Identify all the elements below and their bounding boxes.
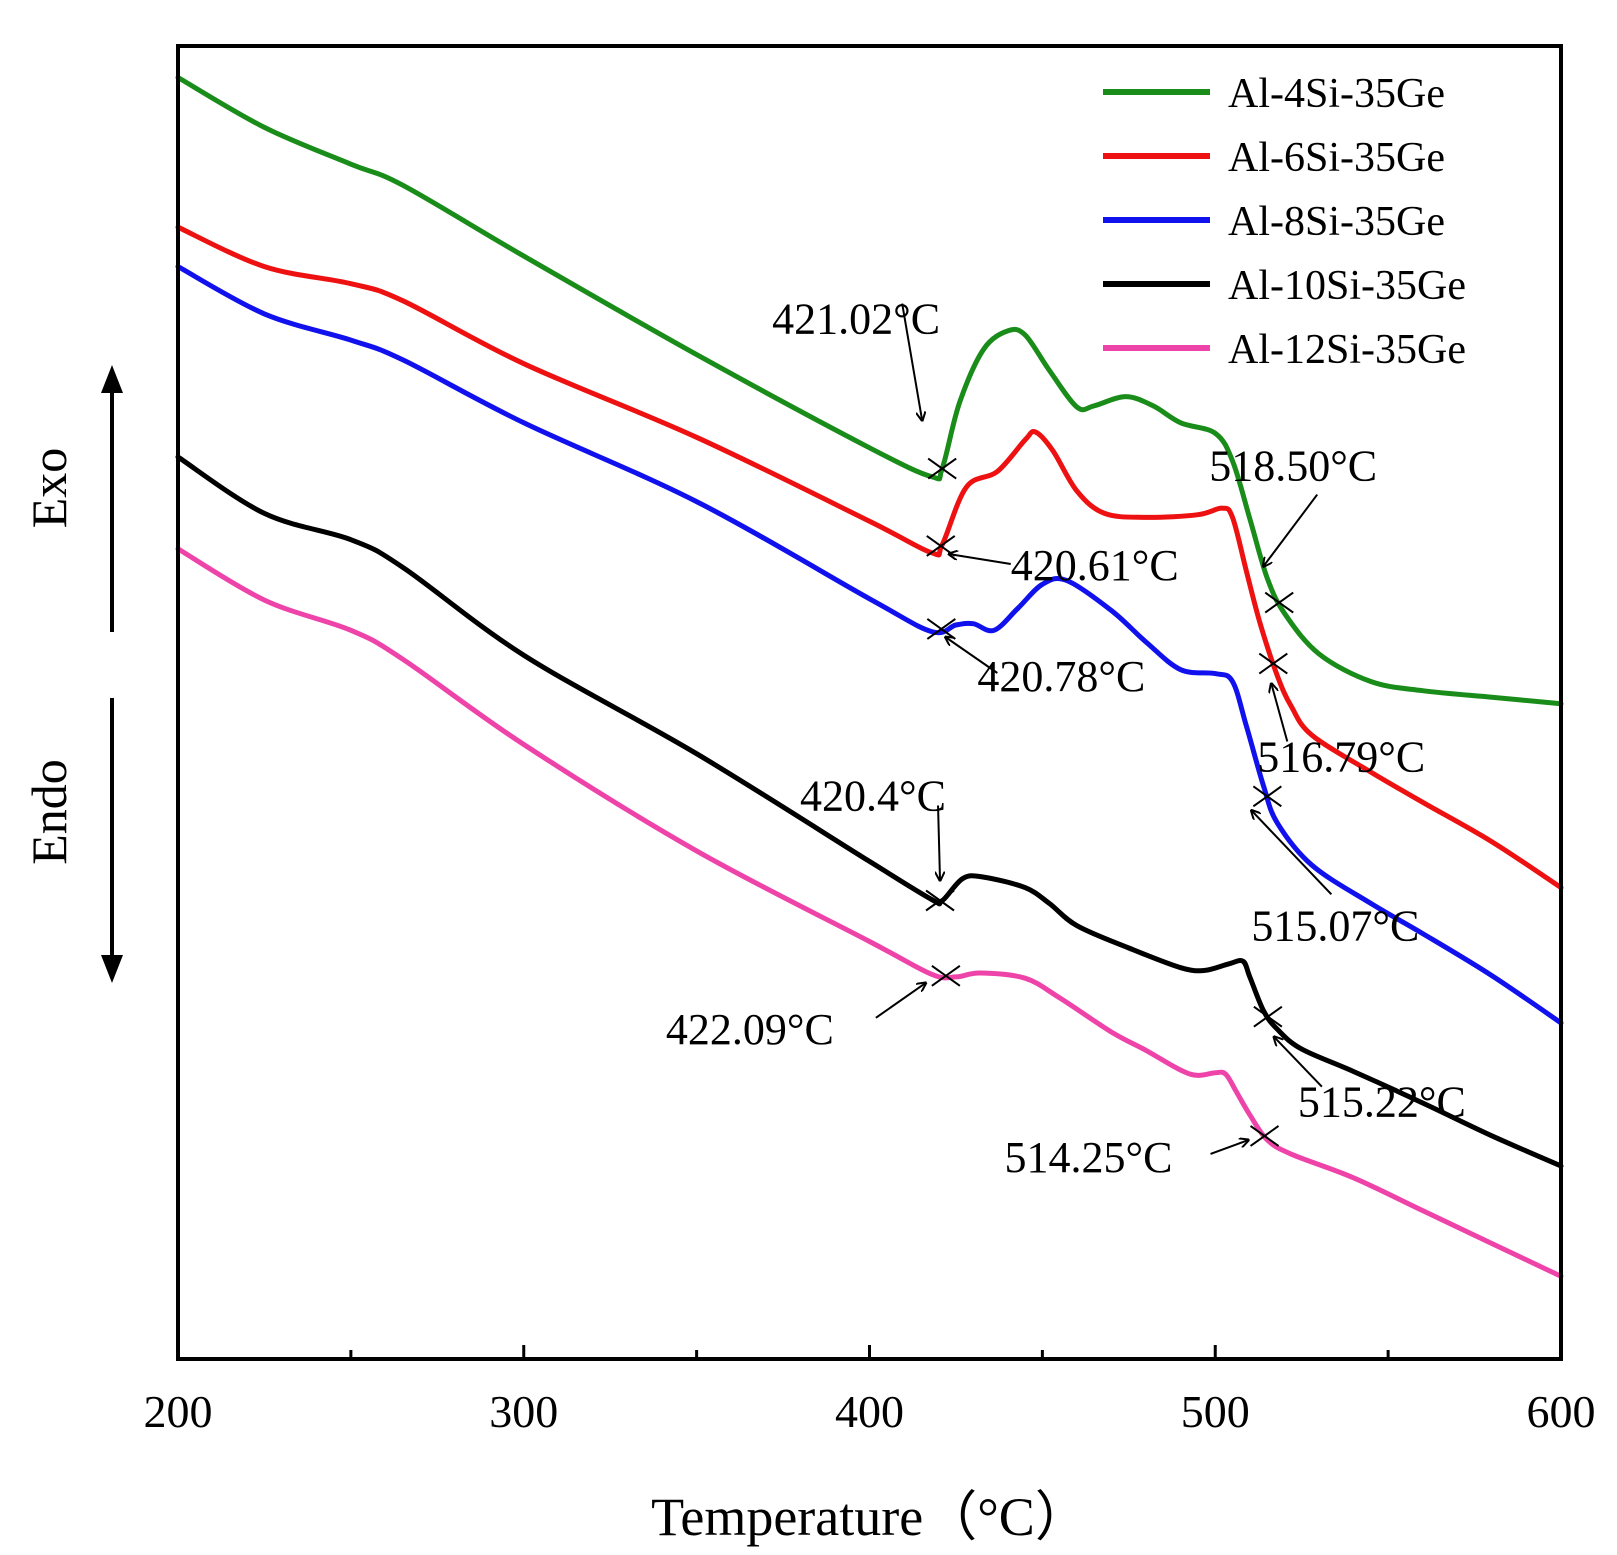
series-line-al-6si-35ge [175,224,1564,891]
annotation-label-518-50: 518.50°C [1209,442,1377,491]
annotation-label-420-61: 420.61°C [1011,541,1179,590]
legend-label-al-12si-35ge: Al-12Si-35Ge [1228,327,1466,373]
tick-layer: 200 300 400 500 600 [144,1345,1596,1437]
tangent-cross-515-22 [1253,1005,1283,1028]
annotation-arrow-514-25 [1210,1140,1249,1155]
x-tick-label-300: 300 [489,1386,558,1437]
annotation-arrow-515-22 [1274,1037,1323,1088]
series-line-al-10si-35ge [175,454,1564,1169]
series-line-al-4si-35ge [175,75,1564,707]
tangent-marker-layer [925,457,1294,1147]
tangent-cross-516-79 [1258,652,1288,675]
x-tick-label-600: 600 [1527,1386,1596,1437]
annotation-label-515-22: 515.22°C [1298,1078,1466,1127]
annotation-layer: 421.02°C 420.61°C 420.78°C 420.4°C 422.09°C 5… [666,295,1466,1182]
annotation-arrow-420-61 [949,554,1011,565]
annotation-label-420-4: 420.4°C [800,772,946,821]
annotation-label-516-79: 516.79°C [1257,733,1425,782]
annotation-arrow-518-50 [1263,493,1319,567]
annotation-label-422-09: 422.09°C [666,1005,834,1054]
legend-label-al-8si-35ge: Al-8Si-35Ge [1228,199,1445,245]
tangent-cross-515-07 [1252,785,1282,808]
legend: Al-4Si-35Ge Al-6Si-35Ge Al-8Si-35Ge Al-10Si… [1103,71,1466,373]
annotation-arrow-421-02 [901,303,922,421]
series-line-al-8si-35ge [175,264,1564,1026]
endo-label: Endo [21,759,77,865]
x-tick-label-500: 500 [1181,1386,1250,1437]
x-axis-label: Temperature（°C） [651,1487,1089,1547]
series-layer [175,75,1564,1279]
exo-label: Exo [21,448,77,529]
x-tick-label-400: 400 [835,1386,904,1437]
annotation-label-420-78: 420.78°C [977,652,1145,701]
annotation-arrow-515-07 [1251,810,1333,896]
legend-label-al-6si-35ge: Al-6Si-35Ge [1228,135,1445,181]
tangent-cross-514-25 [1249,1125,1280,1147]
legend-label-al-10si-35ge: Al-10Si-35Ge [1228,263,1466,309]
tangent-cross-518-50 [1264,591,1294,614]
annotation-label-421-02: 421.02°C [772,295,940,344]
tangent-cross-421-02 [927,457,957,480]
annotation-arrow-422-09 [875,983,926,1019]
annotation-arrow-420-4 [938,805,940,881]
annotation-arrow-420-78 [945,637,998,674]
annotation-arrow-516-79 [1271,684,1289,742]
tangent-cross-420-4 [925,889,955,912]
x-tick-label-200: 200 [144,1386,213,1437]
annotation-label-514-25: 514.25°C [1005,1133,1173,1182]
annotation-label-515-07: 515.07°C [1251,901,1419,950]
legend-label-al-4si-35ge: Al-4Si-35Ge [1228,71,1445,117]
tangent-cross-422-09 [931,965,961,987]
series-line-al-12si-35ge [175,546,1564,1279]
